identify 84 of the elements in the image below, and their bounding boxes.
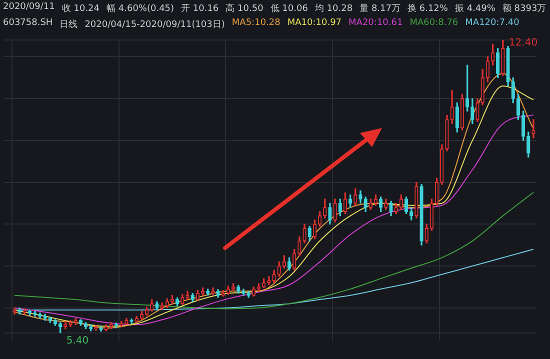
text: 5.40 <box>66 336 89 347</box>
text: 额 8393万 <box>502 2 546 15</box>
candlestick <box>12 308 16 314</box>
candlestick <box>450 90 454 124</box>
candlestick <box>476 98 480 122</box>
candlestick <box>170 295 174 304</box>
candlestick <box>333 198 337 222</box>
candlestick <box>374 194 378 206</box>
candlestick <box>68 320 72 328</box>
candlestick <box>226 286 230 295</box>
candlestick <box>155 301 159 310</box>
candlestick <box>298 236 302 256</box>
text: 均 10.28 <box>314 2 353 15</box>
text: 开 10.16 <box>181 3 219 15</box>
candlestick <box>455 102 459 132</box>
text: 日线 <box>60 18 78 31</box>
candlestick <box>33 310 37 317</box>
candlestick <box>124 318 128 325</box>
candlestick <box>389 200 393 216</box>
text: MA20:10.61 <box>348 18 403 30</box>
candlestick <box>150 299 154 312</box>
candlestick <box>302 224 306 244</box>
text: 收 10.24 <box>62 3 100 15</box>
candlestick <box>176 298 180 306</box>
candlestick <box>262 278 266 288</box>
text: 2020/04/15-2020/09/11(103日) <box>84 19 225 31</box>
candlestick <box>384 198 388 210</box>
candlestick <box>399 194 404 210</box>
candlestick <box>74 318 78 325</box>
candlestick <box>348 194 352 208</box>
candlestick <box>420 184 424 246</box>
candlestick <box>287 257 292 271</box>
candlestick <box>496 48 500 78</box>
candlestick <box>272 270 276 284</box>
candlestick <box>358 190 362 204</box>
candlestick <box>252 286 256 296</box>
candlestick <box>379 196 383 212</box>
text: 高 10.50 <box>226 2 264 15</box>
candlestick <box>180 294 184 305</box>
candlestick <box>130 318 134 324</box>
candlestick <box>292 248 296 271</box>
candlestick <box>28 310 32 316</box>
candlestick <box>94 325 98 331</box>
text: 量 8.17万 <box>360 2 400 15</box>
text: 603758.SH <box>3 18 53 30</box>
text: MA60:8.76 <box>410 18 458 30</box>
candlestick <box>501 40 505 76</box>
candlestick <box>190 292 194 302</box>
text: 换 6.12% <box>408 2 448 15</box>
text: MA10:10.97 <box>287 18 342 30</box>
candlestick <box>506 46 510 86</box>
candlestick <box>216 289 220 298</box>
candlestick <box>114 322 118 328</box>
candlestick <box>364 196 368 212</box>
candlestick <box>99 326 103 332</box>
annotation: 12.40 <box>508 38 538 49</box>
candlestick <box>526 132 530 158</box>
candlestick <box>490 44 495 66</box>
candlestick <box>511 77 515 104</box>
text: MA5:10.28 <box>232 18 280 30</box>
text: MA120:7.40 <box>465 18 520 30</box>
candlestick <box>328 202 332 224</box>
candlestick <box>404 196 408 214</box>
candlestick <box>470 98 474 124</box>
candlestick <box>445 115 449 152</box>
candlestick <box>394 202 398 214</box>
text: 低 10.06 <box>270 3 308 15</box>
candlestick <box>343 192 348 214</box>
candlestick <box>282 255 286 268</box>
chart-title: 2020/09/11 <box>3 2 55 14</box>
candlestick <box>256 283 261 292</box>
candlestick <box>48 316 52 323</box>
candlestick <box>231 283 236 292</box>
candlestick <box>236 284 240 294</box>
candlestick <box>186 290 190 300</box>
candlestick <box>368 198 372 210</box>
candlestick <box>440 144 444 185</box>
candlestick <box>18 308 22 314</box>
candlestick <box>532 119 536 138</box>
candlestick <box>22 308 27 314</box>
text: 振 4.49% <box>454 2 496 15</box>
candlestick <box>414 182 418 218</box>
candlestick <box>486 56 490 82</box>
text: 幅 4.60%(0.45) <box>106 2 174 15</box>
